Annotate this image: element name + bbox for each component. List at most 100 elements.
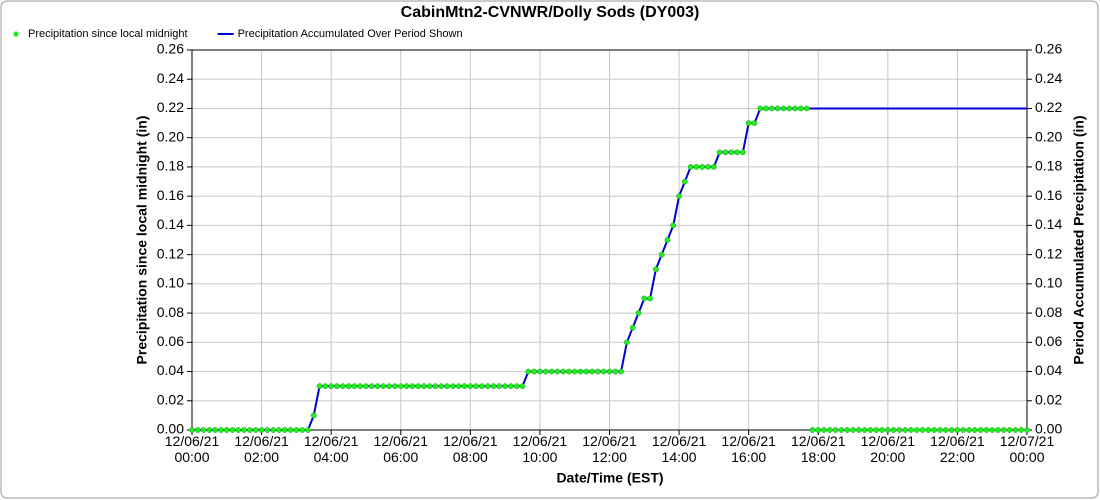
x-tick-label: 12/06/21 08:00 [443, 433, 498, 465]
data-point [496, 383, 503, 390]
data-point [612, 368, 619, 375]
data-point [252, 427, 259, 433]
data-point [247, 427, 253, 433]
data-point [235, 427, 242, 433]
data-point [624, 339, 630, 346]
data-point [479, 383, 485, 390]
data-point [809, 427, 816, 433]
data-point [322, 383, 329, 390]
x-tick-label: 12/06/21 22:00 [930, 433, 985, 465]
data-point [438, 383, 445, 390]
x-axis-label: Date/Time (EST) [556, 470, 663, 486]
y2-tick-label: 0.04 [1035, 362, 1062, 378]
data-point [873, 427, 880, 433]
data-point [763, 105, 769, 112]
data-point [1012, 427, 1019, 433]
y2-axis-label: Period Accumulated Precipitation (in) [1071, 115, 1087, 364]
y-tick-label: 0.14 [157, 216, 184, 232]
data-point [682, 178, 688, 185]
data-point [473, 383, 479, 390]
y-tick-label: 0.20 [157, 128, 184, 144]
y2-tick-label: 0.12 [1035, 245, 1062, 261]
data-point [374, 383, 381, 390]
data-point [798, 105, 804, 112]
x-tick-label: 12/06/21 12:00 [582, 433, 637, 465]
data-point [821, 427, 827, 433]
data-point [299, 427, 306, 433]
data-point [223, 427, 230, 433]
data-point [519, 383, 526, 390]
data-point [647, 295, 653, 302]
data-point [687, 164, 694, 170]
x-tick-label: 12/06/21 18:00 [791, 433, 846, 465]
data-point [722, 149, 729, 156]
legend-label: Precipitation since local midnight [28, 28, 188, 40]
data-point [200, 427, 207, 433]
data-point [600, 368, 607, 375]
data-point [705, 164, 711, 170]
data-point [740, 149, 746, 156]
data-point [728, 149, 735, 156]
data-point [305, 427, 311, 433]
data-point [977, 427, 984, 433]
data-point [351, 383, 358, 390]
data-point [635, 310, 642, 316]
data-point [357, 383, 364, 390]
data-point [919, 427, 926, 433]
data-point [560, 368, 566, 375]
data-point [421, 383, 427, 390]
data-point [792, 105, 798, 112]
y-tick-label: 0.16 [157, 187, 184, 203]
y-tick-label: 0.00 [157, 421, 184, 437]
data-point [542, 368, 549, 375]
y2-tick-label: 0.16 [1035, 187, 1062, 203]
data-point [734, 149, 740, 156]
y-tick-label: 0.08 [157, 304, 184, 320]
data-point [531, 368, 537, 375]
data-point [850, 427, 856, 433]
y2-tick-label: 0.02 [1035, 391, 1062, 407]
data-point [583, 368, 590, 375]
data-point [229, 427, 236, 433]
data-point [855, 427, 862, 433]
data-point [554, 368, 561, 375]
data-point [913, 427, 920, 433]
data-point [484, 383, 491, 390]
data-point [966, 427, 972, 433]
data-point [618, 368, 624, 375]
data-point [380, 383, 387, 390]
y-tick-label: 0.04 [157, 362, 184, 378]
plot-border [191, 49, 1028, 431]
y-tick-label: 0.26 [157, 41, 184, 57]
data-point [1024, 427, 1030, 433]
y-tick-label: 0.02 [157, 391, 184, 407]
y2-tick-label: 0.26 [1035, 41, 1062, 57]
data-point [467, 383, 474, 390]
data-point [276, 427, 282, 433]
data-point [1006, 427, 1013, 433]
data-point [577, 368, 584, 375]
data-point [699, 164, 706, 170]
data-point [867, 427, 874, 433]
data-point [960, 427, 967, 433]
data-point [815, 427, 822, 433]
y2-tick-label: 0.18 [1035, 158, 1062, 174]
data-point [954, 427, 961, 433]
y-tick-label: 0.24 [157, 70, 184, 86]
y-tick-label: 0.10 [157, 275, 184, 291]
legend-label: Precipitation Accumulated Over Period Sh… [238, 28, 463, 40]
y2-tick-label: 0.06 [1035, 333, 1062, 349]
y-axis-label: Precipitation since local midnight (in) [134, 116, 150, 365]
data-point [386, 383, 393, 390]
data-point [392, 383, 398, 390]
data-point [641, 295, 648, 302]
y2-tick-label: 0.24 [1035, 70, 1062, 86]
y-tick-label: 0.22 [157, 99, 184, 115]
data-point [751, 120, 758, 126]
x-tick-label: 12/06/21 02:00 [234, 433, 289, 465]
data-point [397, 383, 404, 390]
data-point [571, 368, 578, 375]
data-point [826, 427, 833, 433]
data-point [1000, 427, 1007, 433]
